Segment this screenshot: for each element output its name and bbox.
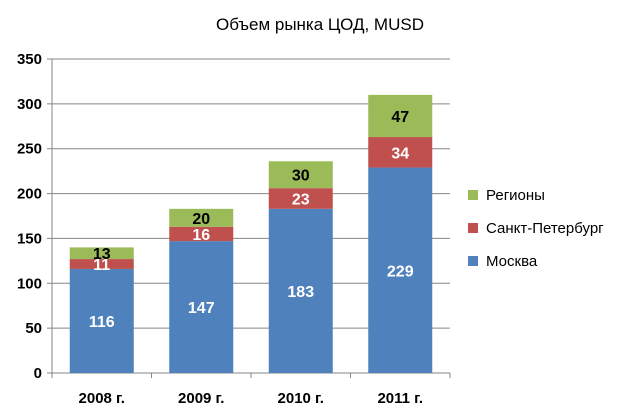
y-axis-ticks: 0 50 100 150 200 250 300 350 xyxy=(17,51,52,382)
legend-swatch xyxy=(468,256,478,266)
bar-segment xyxy=(268,208,333,373)
data-label: 20 xyxy=(192,211,210,228)
y-tick-label: 150 xyxy=(17,230,42,247)
chart-title: Объем рынка ЦОД, MUSD xyxy=(216,15,424,34)
legend-label: Санкт-Петербург xyxy=(486,220,604,237)
bar-segment xyxy=(69,247,134,260)
x-tick-label: 2009 г. xyxy=(178,390,224,407)
y-tick-label: 200 xyxy=(17,186,42,203)
data-label: 11 xyxy=(93,257,110,274)
y-tick-label: 50 xyxy=(25,320,42,337)
data-label: 30 xyxy=(292,168,310,185)
data-label: 47 xyxy=(391,109,409,126)
data-label: 23 xyxy=(292,192,310,209)
x-tick-label: 2010 г. xyxy=(278,390,324,407)
y-tick-label: 250 xyxy=(17,141,42,158)
bar-segment xyxy=(268,188,333,209)
bar-segment xyxy=(368,94,433,138)
bar-segment xyxy=(368,137,433,168)
legend-swatch xyxy=(468,223,478,233)
y-tick-label: 100 xyxy=(17,275,42,292)
bar-segment xyxy=(169,226,234,242)
legend: Регионы Санкт-Петербург Москва xyxy=(468,187,604,270)
data-label: 16 xyxy=(192,227,210,244)
data-label: 147 xyxy=(188,300,215,317)
data-label: 34 xyxy=(391,145,409,162)
data-label: 183 xyxy=(287,284,314,301)
data-label: 13 xyxy=(93,246,111,263)
data-label: 116 xyxy=(89,314,115,331)
x-tick-label: 2011 г. xyxy=(377,390,423,407)
legend-label: Регионы xyxy=(486,187,545,204)
y-tick-label: 350 xyxy=(17,51,42,68)
bar-segment xyxy=(69,268,134,373)
y-tick-label: 0 xyxy=(34,365,42,382)
bar-segment xyxy=(368,167,433,373)
x-axis-ticks: 2008 г. 2009 г. 2010 г. 2011 г. xyxy=(51,373,451,407)
bars xyxy=(69,94,433,373)
data-label: 229 xyxy=(387,263,414,280)
bar-segment xyxy=(69,259,134,269)
x-tick-label: 2008 г. xyxy=(79,390,125,407)
legend-swatch xyxy=(468,190,478,200)
bar-segment xyxy=(169,241,234,373)
bar-segment xyxy=(268,161,333,189)
bar-segment xyxy=(169,208,234,227)
legend-label: Москва xyxy=(486,253,538,270)
y-tick-label: 300 xyxy=(17,96,42,113)
